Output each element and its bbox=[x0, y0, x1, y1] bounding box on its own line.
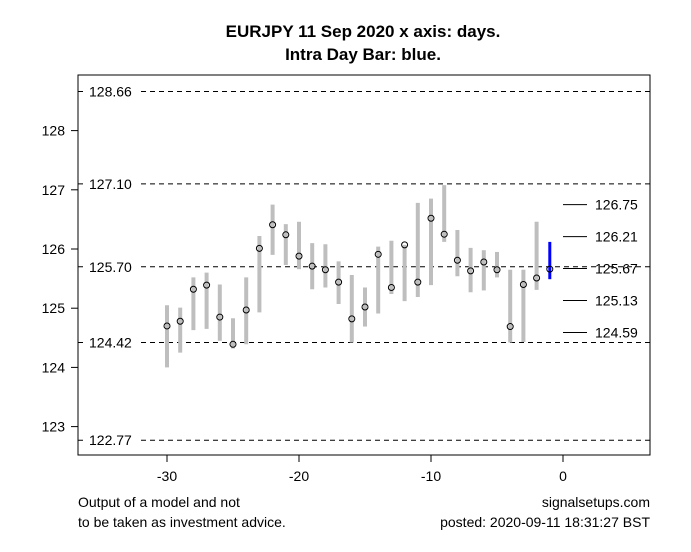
close-marker bbox=[242, 306, 250, 314]
close-marker bbox=[269, 221, 277, 229]
close-marker bbox=[335, 278, 343, 286]
disclaimer-line-1: Output of a model and not bbox=[78, 494, 240, 510]
close-marker bbox=[387, 283, 395, 291]
close-marker bbox=[203, 281, 211, 289]
reference-label: 122.77 bbox=[89, 432, 132, 448]
close-marker bbox=[295, 252, 303, 260]
reference-label-bg bbox=[87, 175, 139, 192]
close-marker bbox=[546, 265, 554, 273]
posted-timestamp: posted: 2020-09-11 18:31:27 BST bbox=[440, 514, 650, 530]
reference-label: 125.70 bbox=[89, 259, 132, 275]
y-tick-label: 128 bbox=[42, 123, 66, 139]
plot-frame bbox=[77, 74, 651, 456]
y-tick-label: 126 bbox=[42, 241, 66, 257]
x-tick-label: -30 bbox=[157, 468, 177, 484]
close-marker bbox=[453, 256, 461, 264]
close-marker bbox=[321, 266, 329, 274]
close-marker bbox=[163, 322, 171, 330]
close-marker bbox=[480, 258, 488, 266]
x-tick-label: -20 bbox=[289, 468, 309, 484]
close-marker bbox=[308, 262, 316, 270]
close-marker bbox=[189, 285, 197, 293]
close-marker bbox=[282, 231, 290, 239]
close-marker bbox=[361, 303, 369, 311]
close-marker bbox=[493, 266, 501, 274]
reference-label-bg bbox=[87, 83, 139, 100]
close-marker bbox=[414, 278, 422, 286]
y-tick-label: 124 bbox=[42, 359, 66, 375]
reference-label: 127.10 bbox=[89, 176, 132, 192]
close-marker bbox=[374, 250, 382, 258]
close-marker bbox=[348, 315, 356, 323]
site-label: signalsetups.com bbox=[542, 494, 650, 510]
disclaimer-line-2: to be taken as investment advice. bbox=[78, 514, 286, 530]
close-marker bbox=[467, 267, 475, 275]
close-marker bbox=[440, 230, 448, 238]
y-tick-label: 127 bbox=[42, 182, 66, 198]
reference-label-bg bbox=[87, 334, 139, 351]
x-tick-label: -10 bbox=[421, 468, 441, 484]
close-marker bbox=[229, 340, 237, 348]
close-marker bbox=[533, 274, 541, 282]
level-label: 124.59 bbox=[595, 324, 638, 340]
level-label: 125.67 bbox=[595, 261, 638, 277]
close-marker bbox=[506, 323, 514, 331]
close-marker bbox=[427, 214, 435, 222]
reference-label-bg bbox=[87, 258, 139, 275]
y-tick-label: 123 bbox=[42, 419, 66, 435]
reference-label: 124.42 bbox=[89, 335, 132, 351]
close-marker bbox=[255, 244, 263, 252]
close-marker bbox=[216, 313, 224, 321]
close-marker bbox=[519, 281, 527, 289]
level-label: 126.21 bbox=[595, 229, 638, 245]
chart-title-line-1: EURJPY 11 Sep 2020 x axis: days. bbox=[226, 22, 501, 41]
x-tick-label: 0 bbox=[559, 468, 567, 484]
chart-title-line-2: Intra Day Bar: blue. bbox=[285, 45, 441, 64]
level-label: 125.13 bbox=[595, 293, 638, 309]
reference-label-bg bbox=[87, 432, 139, 449]
y-tick-label: 125 bbox=[42, 300, 66, 316]
level-label: 126.75 bbox=[595, 197, 638, 213]
close-marker bbox=[401, 241, 409, 249]
close-marker bbox=[176, 317, 184, 325]
reference-label: 128.66 bbox=[89, 84, 132, 100]
